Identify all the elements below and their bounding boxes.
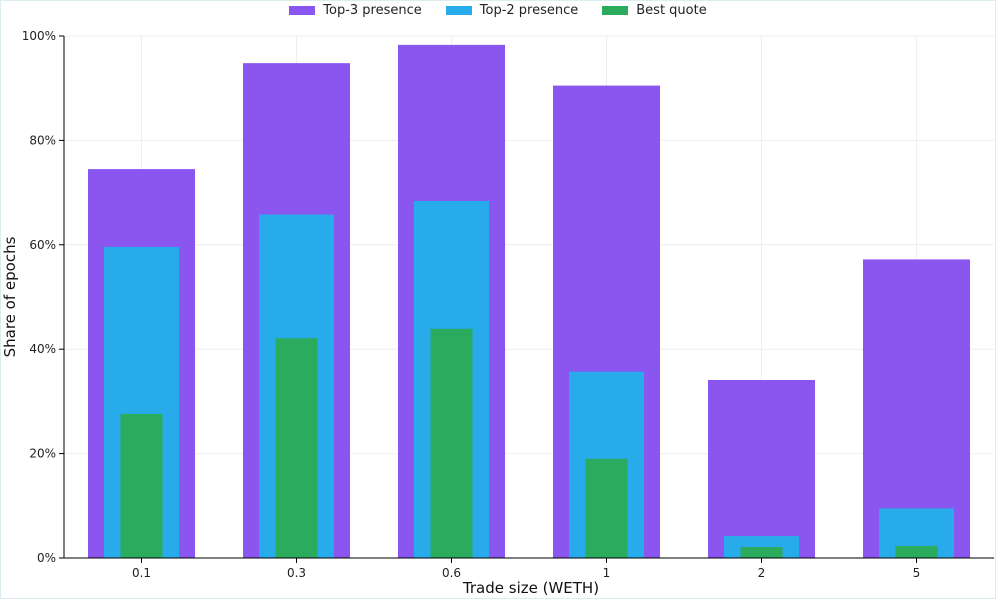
y-tick-label: 40% <box>29 342 56 356</box>
y-tick-label: 60% <box>29 238 56 252</box>
bar-best-quote-0-3 <box>275 338 318 558</box>
bar-top-3-presence-5 <box>863 259 970 558</box>
axes <box>59 35 994 563</box>
legend: Top-3 presence Top-2 presence Best quote <box>1 3 995 18</box>
legend-label-top3: Top-3 presence <box>323 3 422 18</box>
x-tick-label: 0.3 <box>287 566 306 580</box>
x-tick-label: 5 <box>913 566 921 580</box>
bars <box>88 44 970 559</box>
bar-best-quote-5 <box>895 545 938 558</box>
bar-top-3-presence-2 <box>708 379 815 558</box>
legend-swatch-top2 <box>445 6 472 15</box>
bar-best-quote-0-1 <box>120 413 163 558</box>
y-tick-label: 100% <box>22 29 56 43</box>
grid-lines <box>64 35 994 559</box>
x-tick-label: 0.6 <box>442 566 461 580</box>
x-tick-label: 0.1 <box>132 566 151 580</box>
bar-best-quote-0-6 <box>430 328 473 558</box>
legend-item-top2: Top-2 presence <box>445 3 579 18</box>
x-axis-label: Trade size (WETH) <box>462 579 599 597</box>
bar-best-quote-2 <box>740 547 783 558</box>
legend-label-top2: Top-2 presence <box>479 3 579 18</box>
legend-item-best: Best quote <box>602 3 707 18</box>
y-axis-label: Share of epochs <box>1 236 19 357</box>
legend-label-best: Best quote <box>636 3 707 18</box>
x-tick-label: 1 <box>603 566 611 580</box>
y-tick-label: 0% <box>37 551 56 565</box>
y-tick-label: 80% <box>29 133 56 147</box>
legend-item-top3: Top-3 presence <box>289 3 422 18</box>
legend-swatch-top3 <box>289 6 316 15</box>
y-tick-label: 20% <box>29 447 56 461</box>
bar-best-quote-1 <box>585 458 628 558</box>
legend-swatch-best <box>602 6 629 15</box>
x-tick-label: 2 <box>758 566 766 580</box>
tick-labels: 0% 20% 40% 60% 80% 100% 0.1 0.3 0.6 1 2 5 <box>22 29 921 580</box>
